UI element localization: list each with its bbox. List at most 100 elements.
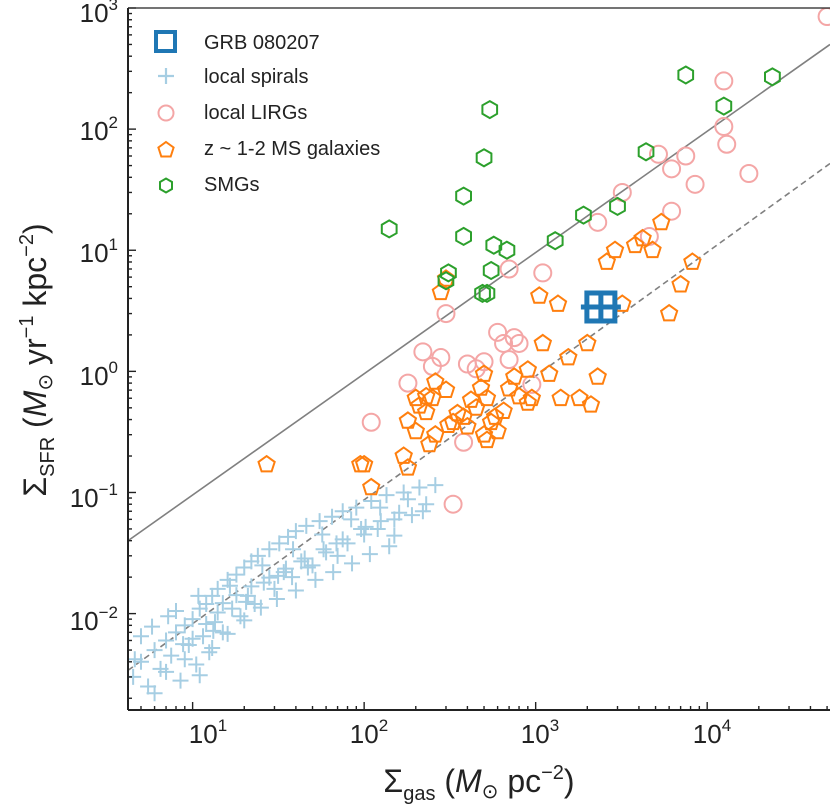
point-local-spirals (158, 663, 175, 680)
point-local-spirals (378, 487, 395, 504)
legend-entry-smgs: SMGs (159, 174, 260, 196)
point-z-1-2-ms-galaxies (570, 388, 589, 407)
point-z-1-2-ms-galaxies (406, 421, 426, 440)
point-local-lirgs (398, 373, 418, 393)
point-z-1-2-ms-galaxies (559, 347, 578, 366)
point-smgs (609, 196, 626, 217)
point-local-spirals (261, 569, 278, 586)
point-local-spirals (201, 644, 218, 661)
point-local-lirgs (676, 146, 696, 166)
point-z-1-2-ms-galaxies (398, 458, 418, 476)
point-local-lirgs (717, 134, 737, 154)
point-smgs (498, 240, 516, 260)
point-z-1-2-ms-galaxies (540, 364, 559, 382)
point-z-1-2-ms-galaxies (499, 378, 519, 397)
legend: GRB 080207 local spirals local LIRGs z ~… (154, 30, 380, 196)
point-local-spirals (296, 550, 313, 567)
point-z-1-2-ms-galaxies (474, 364, 494, 382)
y-tick-label-2: 102 (80, 113, 118, 146)
point-local-spirals (158, 632, 175, 649)
point-local-spirals (238, 593, 255, 610)
point-local-spirals (357, 518, 374, 535)
point-z-1-2-ms-galaxies (485, 407, 505, 425)
point-local-lirgs (454, 432, 474, 452)
point-z-1-2-ms-galaxies (416, 402, 436, 421)
point-local-spirals (184, 611, 201, 628)
point-local-spirals (318, 544, 335, 561)
point-local-spirals (372, 499, 389, 516)
point-z-1-2-ms-galaxies (436, 380, 456, 398)
point-local-spirals (228, 587, 245, 604)
point-local-lirgs (488, 322, 508, 342)
point-z-1-2-ms-galaxies (522, 388, 542, 407)
point-local-spirals (252, 599, 269, 616)
point-smgs (482, 260, 500, 281)
point-local-lirgs (443, 494, 463, 514)
point-local-spirals (403, 507, 420, 524)
y-tick-labels: 10−2 10−1 100 101 102 103 (70, 0, 118, 636)
point-local-lirgs (533, 263, 553, 283)
point-local-spirals (299, 559, 316, 576)
legend-marker-ms-galaxies (157, 140, 175, 158)
point-z-1-2-ms-galaxies (420, 434, 439, 453)
x-tick-label-2: 102 (350, 716, 388, 749)
point-local-lirgs (714, 71, 734, 91)
point-z-1-2-ms-galaxies (652, 212, 671, 231)
point-local-spirals (314, 526, 331, 543)
point-smgs (440, 263, 457, 283)
point-smgs (546, 231, 564, 251)
point-local-spirals (381, 538, 398, 555)
point-local-spirals (372, 513, 389, 530)
axis-ticks (128, 7, 828, 710)
point-local-spirals (228, 566, 245, 583)
x-tick-labels: 101 102 103 104 (189, 716, 731, 749)
point-local-spirals (184, 630, 201, 647)
point-local-spirals (191, 667, 208, 684)
point-local-spirals (348, 499, 365, 516)
legend-entry-ms-galaxies: z ~ 1-2 MS galaxies (157, 138, 380, 160)
point-z-1-2-ms-galaxies (477, 388, 497, 407)
point-local-spirals (311, 513, 328, 530)
point-local-lirgs (466, 359, 486, 379)
legend-entry-local-spirals: local spirals (158, 66, 308, 88)
point-local-lirgs (499, 259, 519, 279)
point-local-spirals (344, 555, 361, 572)
point-local-spirals (284, 569, 301, 586)
point-smgs (481, 99, 499, 120)
legend-marker-smgs (159, 177, 173, 194)
point-local-spirals (209, 580, 226, 597)
point-local-spirals (411, 479, 428, 496)
grb-errorbars (580, 292, 621, 321)
point-local-spirals (132, 628, 149, 645)
plot-area (128, 8, 830, 702)
point-z-1-2-ms-galaxies (494, 401, 513, 419)
point-z-1-2-ms-galaxies (426, 424, 445, 443)
legend-label-local-lirgs: local LIRGs (204, 102, 307, 124)
point-smgs (474, 283, 491, 304)
point-smgs (764, 67, 781, 87)
point-local-spirals (298, 517, 315, 534)
point-local-spirals (399, 491, 416, 508)
y-tick-label-neg2: 10−2 (70, 603, 118, 636)
point-local-spirals (214, 595, 231, 612)
point-smgs (437, 271, 455, 291)
point-z-1-2-ms-galaxies (643, 240, 662, 259)
point-local-spirals (329, 547, 346, 564)
point-local-spirals (175, 636, 192, 653)
point-local-spirals (190, 587, 207, 604)
point-local-spirals (285, 541, 302, 558)
point-grb-080207 (580, 290, 621, 324)
point-local-spirals (198, 616, 215, 633)
point-smgs (485, 235, 503, 255)
point-local-spirals (209, 604, 226, 621)
point-smgs (575, 205, 592, 225)
legend-marker-local-lirgs (157, 104, 175, 122)
point-local-spirals (307, 571, 324, 588)
point-z-1-2-ms-galaxies (551, 388, 570, 407)
point-local-lirgs (499, 350, 519, 370)
point-local-lirgs (817, 8, 830, 27)
point-local-spirals (268, 590, 285, 607)
point-local-spirals (205, 622, 222, 639)
point-z-1-2-ms-galaxies (439, 415, 458, 433)
point-z-1-2-ms-galaxies (423, 388, 442, 407)
